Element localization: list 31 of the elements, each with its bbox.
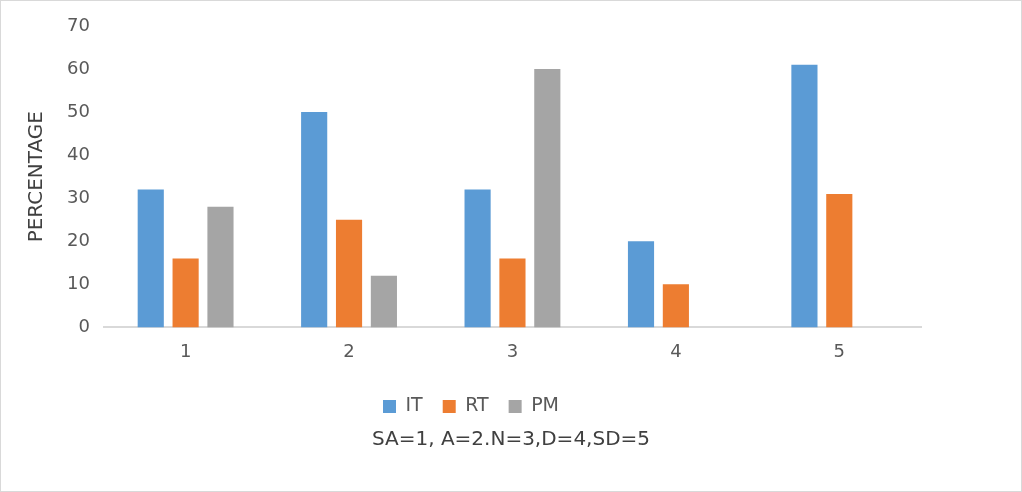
y-tick-label: 50: [67, 99, 90, 121]
x-tick-label: 3: [506, 339, 519, 361]
bar: [791, 64, 818, 328]
bar: [499, 258, 526, 328]
bar: [662, 284, 689, 328]
y-tick-label: 60: [67, 56, 90, 78]
bar: [370, 275, 397, 328]
x-tick-label: 2: [343, 339, 355, 361]
bar: [301, 112, 328, 328]
bar: [534, 69, 561, 328]
x-tick-label: 4: [670, 339, 682, 361]
y-tick-label: 0: [78, 315, 90, 337]
legend-label: IT: [405, 393, 424, 416]
y-tick-label: 10: [67, 272, 90, 294]
bar: [335, 219, 363, 328]
legend-label: RT: [465, 393, 490, 416]
x-tick-label: 5: [833, 339, 846, 361]
bar: [627, 241, 655, 328]
y-tick-label: 40: [67, 142, 90, 164]
bar: [207, 206, 234, 328]
y-tick-label: 20: [67, 228, 90, 250]
bar: [826, 193, 853, 328]
y-tick-label: 30: [67, 185, 90, 207]
bar: [137, 189, 164, 328]
y-axis-title: PERCENTAGE: [23, 111, 48, 243]
x-tick-label: 1: [179, 339, 192, 361]
bar: [172, 258, 199, 328]
x-axis-title: SA=1, A=2.N=3,D=4,SD=5: [370, 426, 652, 450]
bar: [464, 189, 491, 328]
legend-label: PM: [531, 393, 559, 416]
y-tick-label: 70: [67, 13, 90, 35]
